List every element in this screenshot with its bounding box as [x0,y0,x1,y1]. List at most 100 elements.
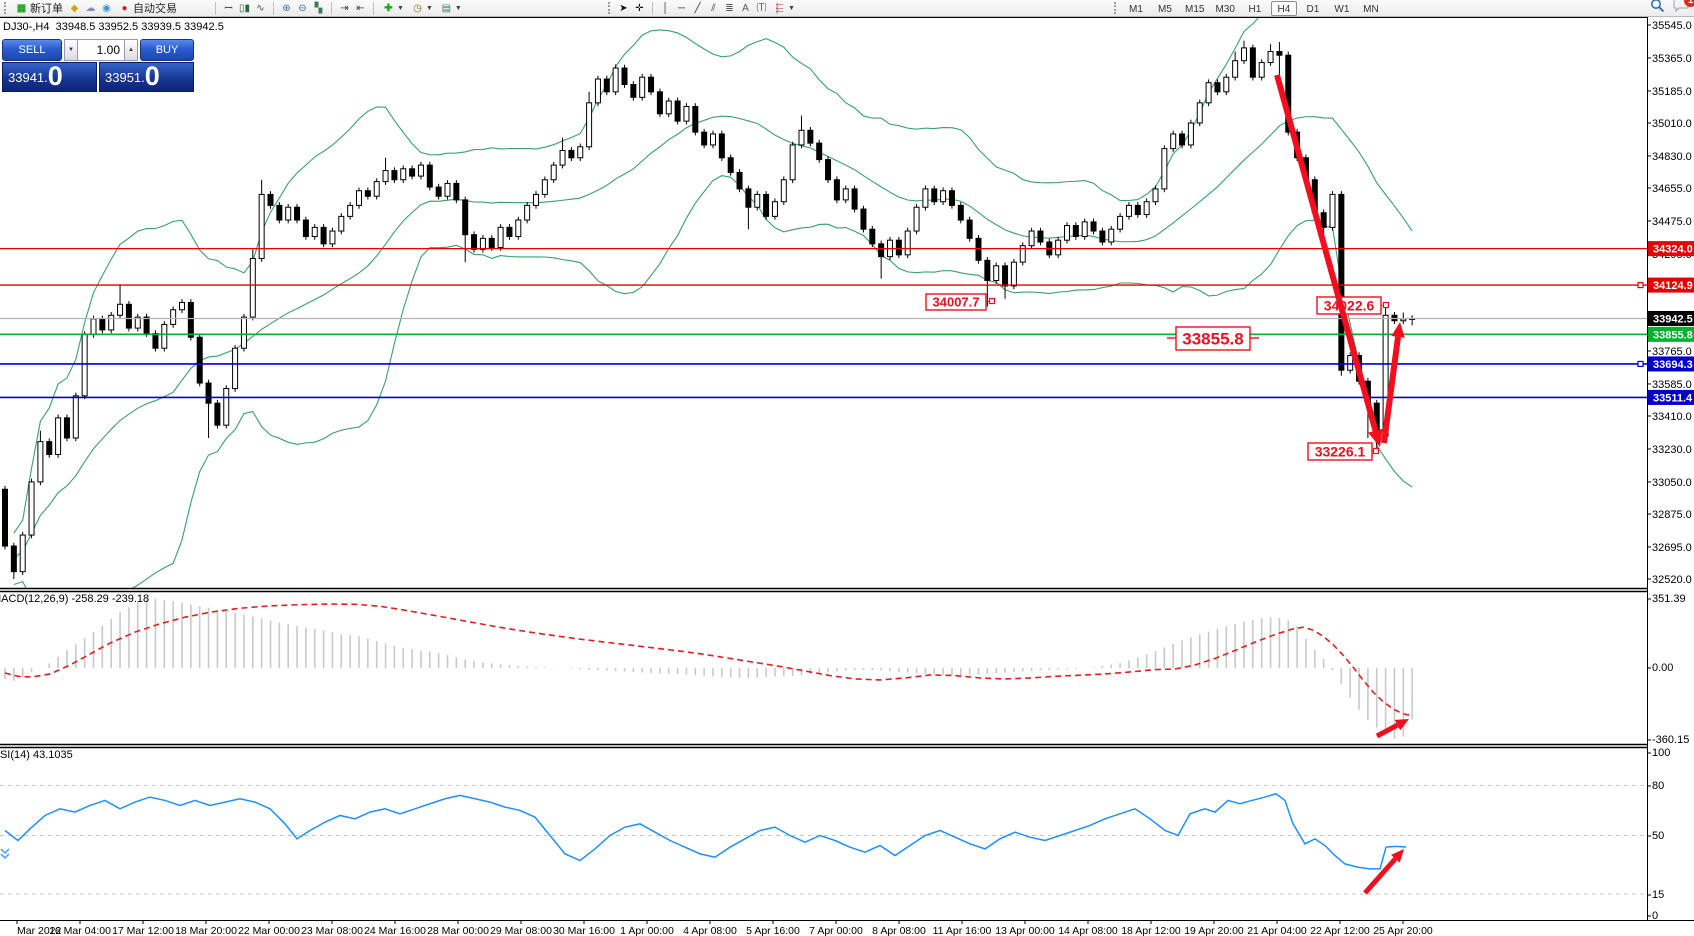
bull-candle [1028,230,1035,247]
volume-up-button[interactable]: ▲ [124,39,138,61]
bear-candle [674,100,681,122]
trend-arrow-shaft[interactable] [1375,722,1399,739]
bear-candle [966,219,973,239]
trend-arrow-shaft[interactable] [1363,857,1398,895]
cloud-icon[interactable]: ☁ [85,2,96,14]
bear-candle [125,303,132,329]
trend-arrow-shaft[interactable] [1381,336,1402,444]
fibonacci-icon[interactable]: ≣ [725,2,734,14]
price-badge-34124.9 [1648,277,1694,293]
line-handle[interactable] [1637,360,1644,368]
arrows-button[interactable]: ⬱ ▼ [771,1,797,16]
bear-candle [816,142,823,161]
timeframe-m15-button[interactable]: M15 [1185,3,1205,15]
auto-scroll-icon[interactable]: ⇥ [340,2,349,14]
bear-candle [957,204,964,221]
volume-input[interactable]: 1.00 [78,39,124,61]
bear-candle [807,129,814,144]
channel-icon[interactable]: ⫽ [711,2,716,14]
bear-candle [10,545,17,573]
new-order-button[interactable]: ▦ 新订单 [13,1,65,16]
cursor-icon[interactable]: ➤ [619,2,628,14]
toolbar-grip[interactable] [1114,2,1118,14]
timeframe-mn-button[interactable]: MN [1363,3,1379,15]
bull-candle [223,388,230,426]
bull-candle [1347,355,1354,371]
sell-button[interactable]: SELL [2,39,62,61]
callout-text: 33226.1 [1315,444,1366,460]
vertical-line-icon[interactable]: │ [662,2,669,14]
bull-candle [72,395,79,439]
timeframe-d1-button[interactable]: D1 [1306,3,1320,15]
bull-candle [1196,102,1203,124]
rsi-panel-area[interactable] [0,748,1647,919]
time-label: 14 Apr 08:00 [1058,925,1118,936]
indicators-button[interactable]: ✚ ▼ [380,1,406,16]
sell-price-pips: 0 [47,61,63,91]
bull-candle [373,181,380,197]
bear-candle [603,78,610,93]
line-chart-icon[interactable]: ∿ [256,2,265,14]
timeframe-m5-button[interactable]: M5 [1158,3,1172,15]
templates-button[interactable]: ▤ ▼ [438,1,464,16]
bull-candle [1055,239,1062,256]
callout-34007.7[interactable]: 34007.7 [925,293,996,311]
search-icon[interactable] [1650,0,1665,18]
buy-price-panel[interactable]: 33951. 0 [99,62,194,92]
toolbar-grip[interactable] [4,2,8,14]
tile-windows-icon[interactable]: ▚ [314,2,323,14]
chart-ohlc: 33948.5 33952.5 33939.5 33942.5 [55,21,224,33]
callout-33226.1[interactable]: 33226.1 [1307,442,1380,461]
timeframe-h1-button[interactable]: H1 [1248,3,1262,15]
bull-candle [842,188,849,201]
bull-candle [754,193,761,208]
bear-candle [727,157,734,173]
zoom-in-icon[interactable]: ⊕ [282,2,291,14]
bear-candle [143,316,150,335]
sell-price-panel[interactable]: 33941. 0 [2,62,97,92]
trend-arrow-shaft[interactable] [1274,74,1379,432]
bar-chart-icon[interactable]: 𝄩 [224,2,233,14]
text-icon[interactable]: A [742,2,749,14]
rsi-axis-label: 15 [1652,889,1664,901]
bear-candle [1338,193,1345,371]
timeframe-m30-button[interactable]: M30 [1215,3,1235,15]
horizontal-line-icon[interactable]: ─ [677,2,686,14]
trendline-icon[interactable]: ╱ [694,2,701,14]
candles-layer [2,40,1416,579]
line-handle[interactable] [1637,281,1644,289]
candlestick-icon[interactable]: ▯▮ [238,2,250,14]
bear-candle [869,228,876,245]
price-axis[interactable]: 35545.0 35365.0 35185.0 35010.0 34830.0 34655… [1647,20,1694,586]
timeframe-h4-button[interactable]: H4 [1270,0,1297,16]
price-badge-text: 34324.0 [1653,244,1693,256]
bull-candle [1329,193,1336,228]
text-label-icon[interactable]: 🄣 [756,2,767,14]
bull-candle [90,318,97,336]
main-chart-area[interactable] [0,17,1647,588]
price-tick-label: 32875.0 [1652,509,1692,521]
time-label: 5 Apr 16:00 [746,925,800,936]
periods-button[interactable]: ◷ ▼ [409,1,435,16]
bear-candle [364,190,371,197]
buy-button[interactable]: BUY [140,39,194,61]
gold-icon[interactable]: ◆ [70,2,79,14]
toolbar-grip[interactable] [608,2,612,14]
timeframe-w1-button[interactable]: W1 [1334,3,1350,15]
timeframe-m1-button[interactable]: M1 [1129,3,1143,15]
zoom-out-icon[interactable]: ⊖ [298,2,307,14]
crosshair-icon[interactable]: ✛ [635,2,644,14]
volume-down-button[interactable]: ▼ [64,39,78,61]
bull-candle [1205,82,1212,104]
signal-icon[interactable]: ◉ [102,2,111,14]
chart-shift-icon[interactable]: ⇤ [356,2,365,14]
autotrade-button[interactable]: ● 自动交易 [116,1,179,16]
callout-34022.6[interactable]: 34022.6 [1316,296,1390,315]
callout-33855.8[interactable]: 33855.8 [1167,326,1259,351]
chat-icon[interactable]: 1 [1673,0,1694,18]
macd-panel-area[interactable] [0,591,1647,744]
price-badge-34324.0 [1648,241,1694,257]
macd-axis-label: 0.00 [1652,662,1673,674]
